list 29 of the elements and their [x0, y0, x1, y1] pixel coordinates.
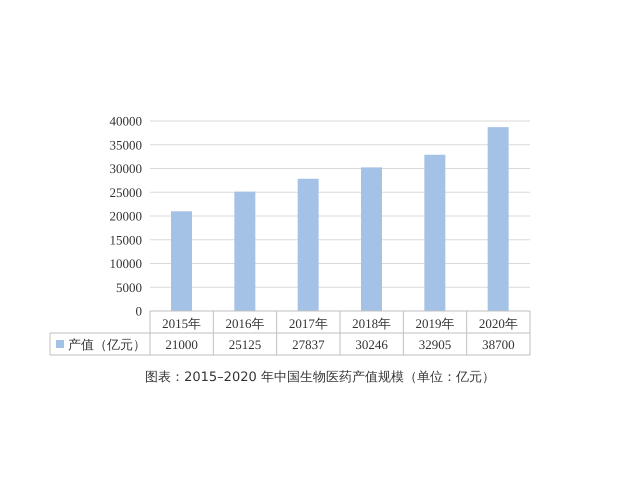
text: 图表：2015–2020 年中国生物医药产值规模（单位：亿元） — [144, 369, 496, 386]
x-tick-label: 2017年 — [288, 316, 328, 332]
x-tick-label: 2019年 — [416, 316, 454, 332]
bar — [298, 178, 319, 311]
y-tick-label: 30000 — [110, 161, 142, 176]
legend-label: 产值（亿元） — [68, 338, 146, 353]
bar — [171, 211, 192, 311]
y-tick-label: 25000 — [110, 184, 142, 200]
y-tick-label: 10000 — [110, 256, 142, 272]
y-tick-label: 15000 — [110, 232, 142, 248]
bar — [424, 154, 446, 311]
data-label: 32905 — [418, 337, 452, 352]
y-tick-label: 40000 — [110, 114, 142, 129]
x-tick-label: 2018年 — [352, 316, 392, 332]
data-label: 21000 — [165, 337, 198, 352]
y-tick-label: 0 — [136, 304, 142, 319]
y-tick-label: 20000 — [110, 208, 142, 224]
x-tick-label: 2020年 — [478, 316, 518, 332]
bar — [488, 127, 509, 311]
x-tick-label: 2016年 — [226, 316, 264, 332]
x-tick-label: 2015年 — [162, 316, 202, 332]
data-label: 25125 — [228, 337, 262, 352]
bar — [361, 167, 382, 311]
data-label: 38700 — [482, 337, 515, 352]
bar — [234, 192, 256, 311]
data-label: 27837 — [292, 337, 326, 352]
data-label: 30246 — [355, 337, 388, 352]
y-tick-label: 5000 — [116, 280, 142, 295]
y-tick-label: 35000 — [110, 137, 142, 152]
